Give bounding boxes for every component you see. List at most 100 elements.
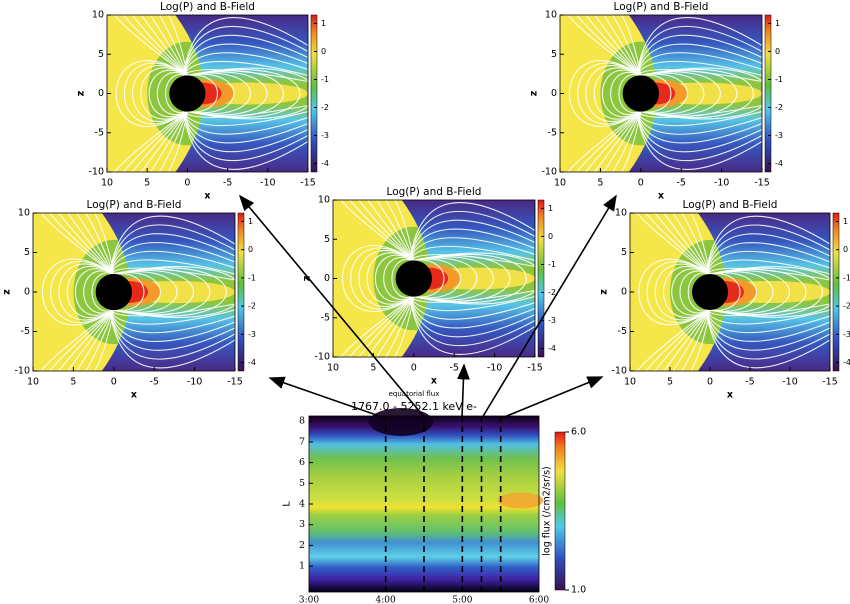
colorbar-tick-label: 1 [843,217,848,226]
field-line [182,17,308,76]
field-line [413,259,445,298]
field-image [33,213,235,371]
chart-subtitle: 1767.0 - 5252.1 keV e- [351,400,477,413]
field-line [593,67,642,120]
field-line [122,15,188,76]
x-axis-label: x [431,376,437,387]
field-line [109,233,235,274]
colorbar-tick-label: -3 [248,330,256,339]
y-tick-label: 2 [299,540,305,551]
y-axis-label: z [599,289,610,295]
field-line [115,60,188,127]
field-line [636,17,762,76]
field-line [67,309,115,371]
x-tick-label: 0 [111,377,117,388]
colorbar-tick-label: 1 [248,217,253,226]
field-line [709,271,774,313]
x-axis-label: x [204,191,210,202]
panel-title: Log(P) and B-Field [614,1,709,13]
field-line [654,263,711,321]
field-line [409,296,535,347]
field-line [349,296,415,357]
arrow [268,376,386,419]
x-tick-label: -10 [714,178,730,189]
field-line [123,62,188,125]
y-tick-label: 6 [299,457,305,468]
x-tick-label: 5 [370,363,376,374]
y-axis-label: z [76,90,87,96]
flux-enhance [497,492,544,509]
colorbar-tick-label: 6.0 [571,427,586,438]
field-line [636,111,762,162]
field-line [413,257,478,300]
field-line [109,242,235,274]
x-tick-label: 5 [144,178,150,189]
field-line [705,242,830,275]
colorbar-tick-label: -3 [548,316,556,325]
field-line [358,249,415,308]
y-tick-label: 10 [18,208,30,219]
x-tick-label: -15 [822,377,838,388]
x-tick-label: 5 [70,377,76,388]
colorbar-tick-label: -2 [248,302,256,311]
x-tick-label: 0 [707,377,713,388]
arrow [457,363,470,419]
colorbar-tick-label: 0 [843,245,848,254]
field-line [413,252,535,305]
field-line [705,259,830,275]
field-line [413,258,461,299]
y-tick-label: 10 [615,208,627,219]
y-tick-label: 1 [299,561,305,572]
field-line [663,213,711,275]
field-line [182,110,308,127]
colorbar-tick-label: -4 [775,159,783,168]
colorbar-tick-label: -4 [321,159,329,168]
y-tick-label: 5 [98,49,104,60]
field-line [41,258,115,326]
field-line [687,272,711,312]
x-tick-label: -5 [223,178,232,189]
y-tick-label: 5 [299,478,305,489]
field-line [40,309,115,371]
y-tick-label: 5 [621,247,627,258]
field-line [149,111,188,172]
field-line [122,111,188,172]
field-line [367,200,415,261]
field-line [636,111,762,144]
colorbar-label: log flux (/cm2/sr/s) [542,466,553,556]
field-line [705,309,830,342]
x-tick-label: 5 [597,178,603,189]
field-image [630,213,830,371]
field-line [594,15,642,76]
field-line [131,111,188,172]
field-line [636,25,762,76]
field-line [109,310,235,334]
field-line [187,67,308,120]
field-line [636,213,711,275]
field-line [76,309,115,371]
y-axis-label: L [282,501,293,507]
field-line [109,250,235,274]
field-line [413,255,511,302]
field-line [109,309,235,325]
y-tick-label: 8 [299,416,305,427]
x-tick-label: -5 [676,178,685,189]
field-line [636,111,762,170]
field-line [636,111,762,135]
field-line [645,213,711,275]
colorbar-tick-label: 0 [775,47,780,56]
field-line [182,25,308,76]
field-line [182,43,308,76]
field-line [413,253,527,304]
field-line [109,310,235,369]
x-axis-label: x [727,390,733,401]
field-line [140,67,188,120]
field-line [636,110,762,127]
field-line [603,111,642,172]
y-tick-label: -5 [618,326,627,337]
field-line [358,296,415,357]
field-line [610,72,642,115]
field-line [577,62,642,125]
colorbar-tick-label: -1 [248,273,256,282]
field-line [109,259,235,275]
